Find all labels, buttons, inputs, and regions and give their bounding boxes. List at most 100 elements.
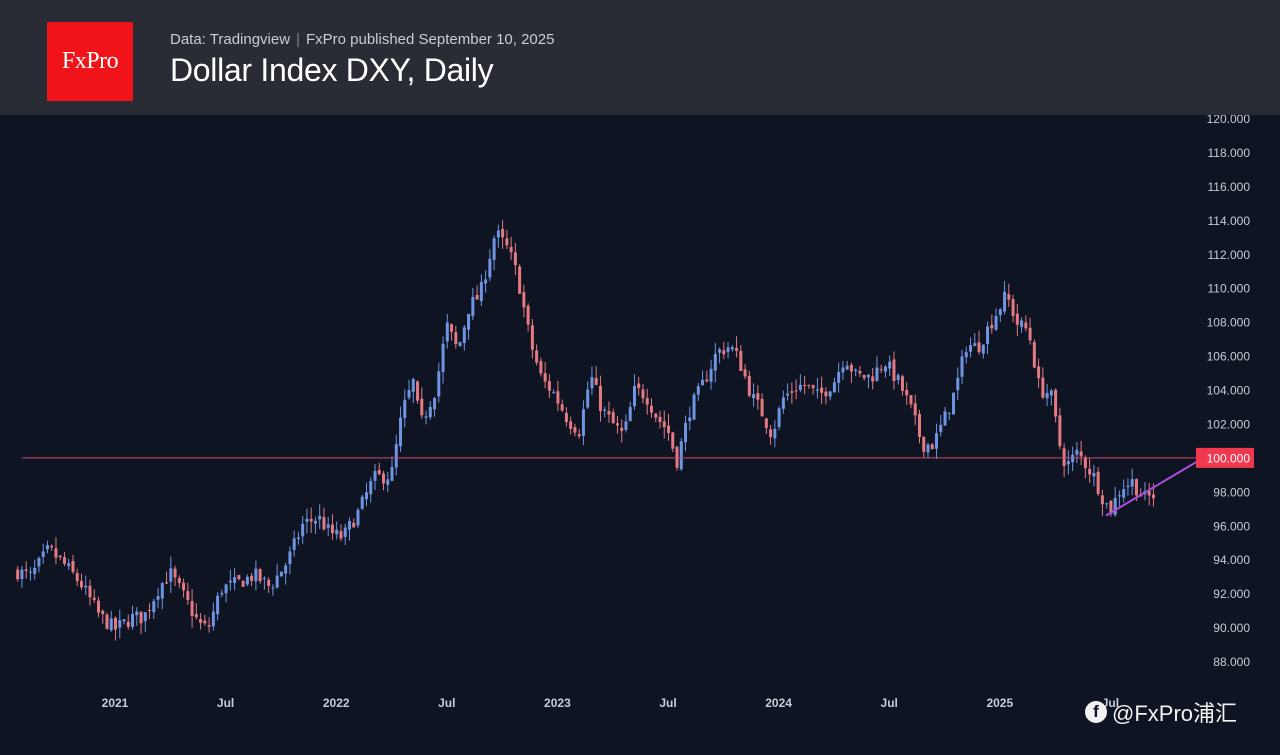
y-tick-label: 104.000: [1207, 384, 1251, 398]
candle-body: [267, 579, 271, 586]
candle-body: [228, 580, 232, 583]
candle-body: [305, 518, 309, 522]
candle-body: [535, 350, 539, 363]
candle-body: [105, 614, 109, 629]
time-axis: 2021 Jul 2022 Jul 2023 Jul 2024 Jul 2025 Jul: [102, 696, 1119, 710]
candle-body: [1028, 327, 1032, 341]
candle-body: [75, 573, 79, 582]
candle-body: [1045, 393, 1049, 399]
candle-body: [445, 322, 449, 342]
candle-body: [237, 575, 241, 579]
candle-body: [369, 481, 373, 495]
candle-body: [254, 568, 258, 582]
candle-body: [956, 377, 960, 391]
x-tick-label: 2023: [544, 696, 571, 710]
candle-body: [513, 252, 517, 266]
candle-body: [1096, 471, 1100, 494]
candle-body: [611, 412, 615, 424]
candle-body: [1037, 366, 1041, 379]
candle-body: [590, 377, 594, 389]
candle-body: [986, 326, 990, 345]
candle-body: [28, 571, 32, 573]
candle-body: [1003, 291, 1007, 312]
candle-body: [811, 385, 815, 389]
candle-body: [360, 496, 364, 509]
candle-body: [177, 577, 181, 584]
candle-body: [922, 436, 926, 452]
candle-body: [1041, 377, 1045, 398]
candle-body: [114, 617, 118, 630]
candle-body: [279, 571, 283, 577]
candle-body: [900, 376, 904, 391]
candle-body: [37, 557, 41, 567]
candle-body: [564, 412, 568, 423]
candle-body: [662, 421, 666, 428]
candle-body: [501, 229, 505, 238]
candle-body: [399, 417, 403, 447]
candle-body: [828, 391, 832, 397]
candle-body: [224, 584, 228, 594]
x-tick-label: Jul: [438, 696, 455, 710]
candle-body: [888, 361, 892, 369]
candle-body: [194, 614, 198, 618]
candle-body: [917, 413, 921, 437]
candle-body: [173, 568, 177, 578]
candle-body: [1054, 389, 1058, 417]
candle-body: [245, 576, 249, 585]
candle-body: [505, 238, 509, 246]
candle-body: [824, 391, 828, 397]
candle-body: [896, 375, 900, 380]
candle-body: [892, 359, 896, 381]
candle-body: [526, 305, 530, 325]
candle-body: [752, 394, 756, 399]
candle-body: [471, 297, 475, 317]
chart-meta: Data: Tradingview | FxPro published Septem…: [170, 31, 554, 48]
candle-body: [152, 601, 156, 613]
candle-body: [416, 381, 420, 401]
candle-body: [960, 356, 964, 377]
candles-group: [16, 219, 1155, 641]
candle-body: [930, 444, 934, 450]
y-tick-label: 88.000: [1213, 655, 1250, 669]
candle-body: [913, 403, 917, 416]
candle-body: [479, 281, 483, 302]
candle-body: [547, 381, 551, 391]
candle-body: [701, 380, 705, 386]
candle-body: [1011, 299, 1015, 317]
candle-body: [79, 580, 83, 588]
x-tick-label: Jul: [217, 696, 234, 710]
candle-body: [692, 394, 696, 420]
candle-body: [211, 611, 215, 627]
candle-body: [871, 376, 875, 382]
candle-body: [288, 551, 292, 565]
candle-body: [539, 361, 543, 374]
candle-body: [45, 545, 49, 550]
candle-body: [343, 527, 347, 537]
candle-body: [1062, 448, 1066, 466]
candle-body: [530, 325, 534, 350]
candle-body: [879, 369, 883, 371]
candle-body: [658, 416, 662, 422]
candle-body: [760, 398, 764, 417]
candle-body: [518, 266, 522, 294]
candle-body: [777, 408, 781, 427]
candle-body: [1147, 491, 1151, 496]
candle-body: [1130, 479, 1134, 487]
candle-body: [649, 405, 653, 413]
candle-body: [739, 351, 743, 371]
candle-body: [577, 434, 581, 437]
candle-body: [190, 600, 194, 616]
candle-body: [803, 385, 807, 387]
candle-body: [794, 390, 798, 392]
candle-body: [1134, 479, 1138, 496]
candle-body: [875, 367, 879, 381]
candle-body: [1066, 461, 1070, 465]
y-tick-label: 106.000: [1207, 350, 1251, 364]
candle-body: [377, 469, 381, 475]
candle-body: [233, 577, 237, 584]
candle-body: [790, 391, 794, 393]
fxpro-logo: FxPro: [47, 22, 133, 101]
candle-body: [84, 585, 88, 588]
data-source: Data: Tradingview: [170, 31, 291, 48]
candle-body: [594, 378, 598, 385]
